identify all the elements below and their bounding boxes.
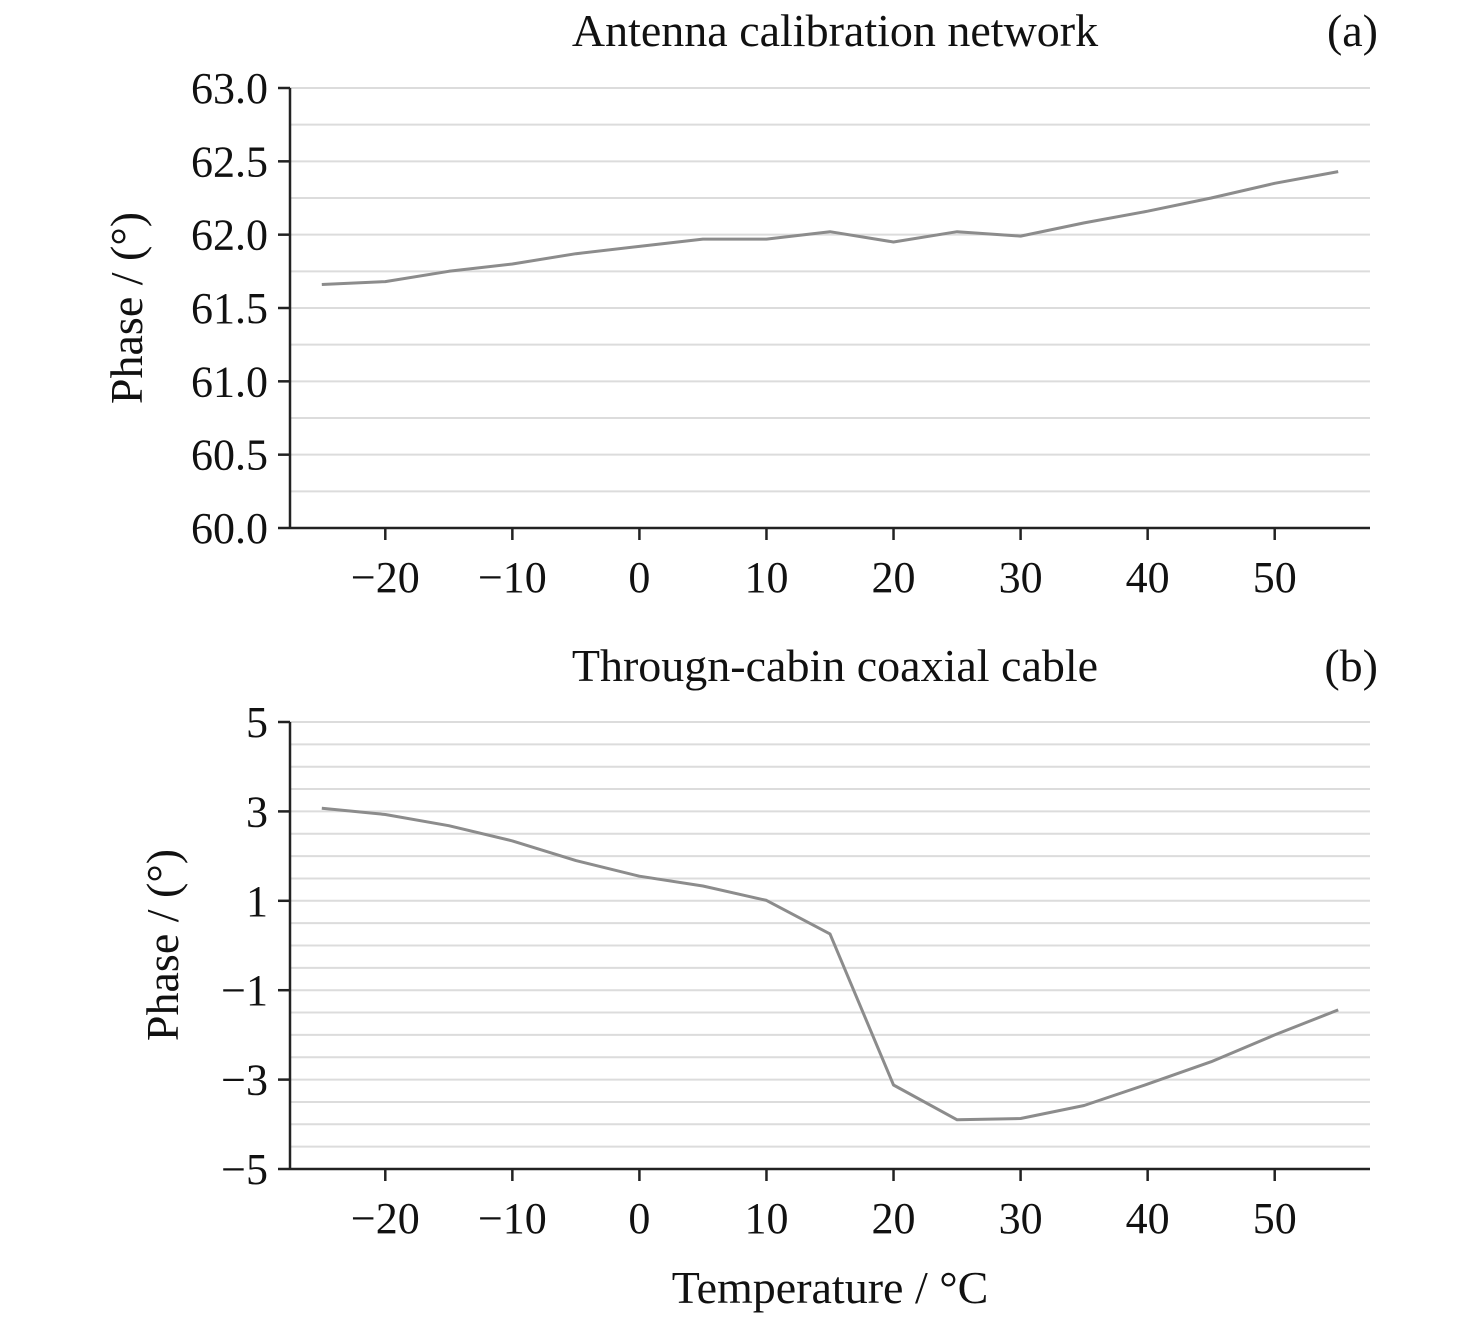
chart-a-x-ticks: −20 −10 0 10 20 30 40 50 xyxy=(351,528,1297,602)
chart-b-series-line xyxy=(321,806,1339,1122)
chart-a-y-tick-label: 62.5 xyxy=(191,137,268,186)
chart-panel-a: Antenna calibration network (a) −20 −10 0 1… xyxy=(101,5,1378,602)
chart-b-x-tick-label: 20 xyxy=(872,1194,916,1243)
chart-b-y-tick-label: −3 xyxy=(221,1056,268,1105)
chart-b-y-tick-label: 3 xyxy=(246,787,268,836)
chart-b-y-tick-label: 5 xyxy=(246,698,268,747)
chart-b-y-axis-label: Phase / (°) xyxy=(137,849,188,1041)
chart-b-x-tick-label: −20 xyxy=(351,1194,420,1243)
chart-b-x-tick-label: 40 xyxy=(1126,1194,1170,1243)
chart-b-y-tick-label: −5 xyxy=(221,1145,268,1194)
chart-a-y-tick-label: 62.0 xyxy=(191,211,268,260)
chart-b-grid xyxy=(290,721,1370,1148)
chart-b-panel-label: (b) xyxy=(1324,640,1378,691)
chart-b-title: Througn-cabin coaxial cable xyxy=(572,640,1098,691)
chart-b-y-tick-label: 1 xyxy=(246,877,268,926)
chart-b-x-tick-label: 10 xyxy=(744,1194,788,1243)
chart-b-y-ticks: −5 −3 −1 1 3 5 xyxy=(221,698,290,1194)
chart-a-y-axis-label: Phase / (°) xyxy=(101,212,152,404)
chart-a-series-line xyxy=(321,170,1339,286)
chart-a-y-ticks: 60.0 60.5 61.0 61.5 62.0 62.5 63.0 xyxy=(191,64,290,553)
chart-b-y-tick-label: −1 xyxy=(221,966,268,1015)
chart-a-x-tick-label: −20 xyxy=(351,553,420,602)
chart-a-y-tick-label: 63.0 xyxy=(191,64,268,113)
chart-b-x-axis-label: Temperature / °C xyxy=(672,1262,989,1313)
chart-a-x-tick-label: 40 xyxy=(1126,553,1170,602)
chart-b-x-ticks: −20 −10 0 10 20 30 40 50 xyxy=(351,1169,1297,1243)
chart-a-x-tick-label: 50 xyxy=(1253,553,1297,602)
chart-b-x-tick-label: 0 xyxy=(628,1194,650,1243)
chart-a-series xyxy=(321,170,1339,286)
chart-b-x-tick-label: 30 xyxy=(999,1194,1043,1243)
chart-panel-b: Througn-cabin coaxial cable (b) −20 −10 0 1… xyxy=(137,640,1378,1313)
chart-b-x-tick-label: −10 xyxy=(478,1194,547,1243)
chart-a-y-tick-label: 60.0 xyxy=(191,504,268,553)
chart-a-x-tick-label: −10 xyxy=(478,553,547,602)
chart-b-series xyxy=(321,806,1339,1122)
chart-a-x-tick-label: 10 xyxy=(744,553,788,602)
chart-a-x-tick-label: 20 xyxy=(872,553,916,602)
chart-a-x-tick-label: 0 xyxy=(628,553,650,602)
chart-a-y-tick-label: 61.0 xyxy=(191,357,268,406)
chart-a-y-tick-label: 60.5 xyxy=(191,431,268,480)
chart-a-x-tick-label: 30 xyxy=(999,553,1043,602)
chart-a-title: Antenna calibration network xyxy=(572,5,1098,56)
chart-a-y-tick-label: 61.5 xyxy=(191,284,268,333)
chart-b-x-tick-label: 50 xyxy=(1253,1194,1297,1243)
chart-a-grid xyxy=(290,87,1370,493)
chart-a-panel-label: (a) xyxy=(1327,5,1378,56)
chart-b-axes xyxy=(288,722,1370,1171)
